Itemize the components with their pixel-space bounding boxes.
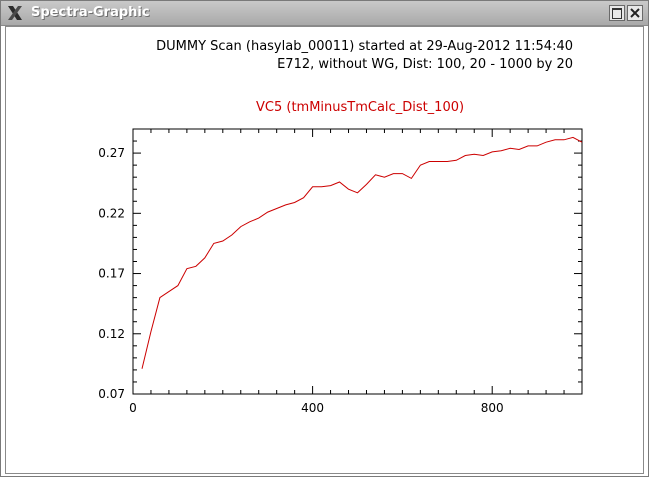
title-bar[interactable]: Spectra-Graphic xyxy=(1,1,648,26)
x-tick-label: 800 xyxy=(481,401,504,415)
x-tick-label: 0 xyxy=(129,401,137,415)
y-tick-label: 0.07 xyxy=(98,387,125,401)
close-icon xyxy=(630,8,640,18)
y-tick-label: 0.27 xyxy=(98,146,125,160)
y-tick-label: 0.22 xyxy=(98,206,125,220)
window-title: Spectra-Graphic xyxy=(31,5,150,20)
scan-info-line: DUMMY Scan (hasylab_00011) started at 29… xyxy=(156,39,573,54)
maximize-button[interactable] xyxy=(609,5,625,21)
scan-params-line: E712, without WG, Dist: 100, 20 - 1000 b… xyxy=(277,57,573,72)
graphic-canvas[interactable]: DUMMY Scan (hasylab_00011) started at 29… xyxy=(5,26,644,474)
line-chart: 0 400 800 0.07 0.12 0.17 0.22 0.27 xyxy=(98,128,583,415)
y-tick-label: 0.12 xyxy=(98,327,125,341)
x-logo-icon xyxy=(8,6,22,20)
close-button[interactable] xyxy=(627,5,643,21)
plot-title: VC5 (tmMinusTmCalc_Dist_100) xyxy=(256,100,465,115)
curve-series-1 xyxy=(141,136,583,369)
y-tick-label: 0.17 xyxy=(98,267,125,281)
x-tick-label: 400 xyxy=(301,401,324,415)
